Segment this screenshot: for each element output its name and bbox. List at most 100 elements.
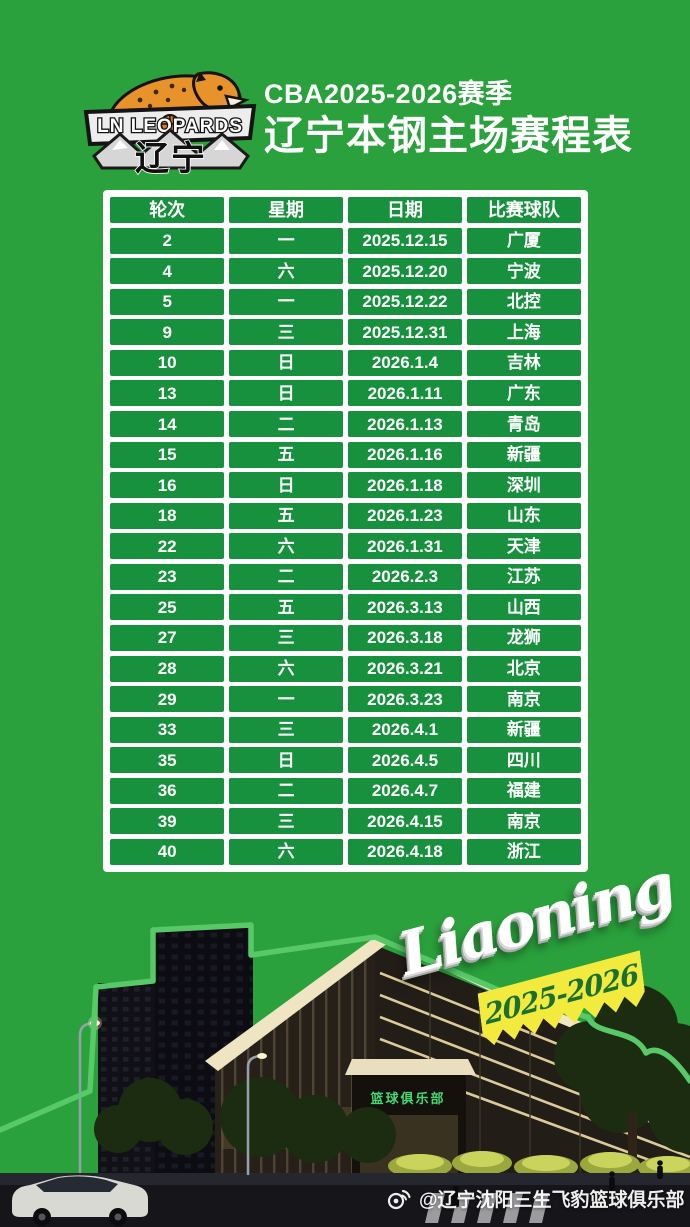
table-cell: 2026.1.18 <box>347 472 463 499</box>
table-cell: 一 <box>228 227 344 254</box>
table-row: 13 日 2026.1.11 广东 <box>110 380 581 407</box>
table-row: 33 三 2026.4.1 新疆 <box>110 716 581 743</box>
table-row: 9 三 2025.12.31 上海 <box>110 319 581 346</box>
table-cell: 2 <box>110 227 225 254</box>
table-cell: 北控 <box>466 288 581 315</box>
table-cell: 15 <box>110 441 225 468</box>
table-row: 18 五 2026.1.23 山东 <box>110 502 581 529</box>
table-cell: 一 <box>228 686 344 713</box>
table-cell: 日 <box>228 472 344 499</box>
table-cell: 4 <box>110 258 225 285</box>
table-cell: 28 <box>110 655 225 682</box>
table-cell: 2026.1.4 <box>347 349 463 376</box>
table-cell: 2026.4.15 <box>347 808 463 835</box>
table-row: 16 日 2026.1.18 深圳 <box>110 472 581 499</box>
table-row: 4 六 2025.12.20 宁波 <box>110 258 581 285</box>
watermark-text: @辽宁沈阳三生飞豹篮球俱乐部 <box>419 1190 685 1211</box>
table-cell: 10 <box>110 349 225 376</box>
table-cell: 35 <box>110 747 225 774</box>
table-row: 36 二 2026.4.7 福建 <box>110 777 581 804</box>
table-cell: 2026.2.3 <box>347 563 463 590</box>
table-row: 27 三 2026.3.18 龙狮 <box>110 624 581 652</box>
table-row: 2 一 2025.12.15 广厦 <box>110 227 581 254</box>
table-cell: 18 <box>110 502 225 529</box>
table-cell: 六 <box>228 533 344 560</box>
table-cell: 一 <box>228 288 344 315</box>
table-cell: 2026.3.13 <box>347 594 463 621</box>
table-cell: 三 <box>228 808 344 835</box>
weibo-icon <box>387 1189 411 1209</box>
table-row: 15 五 2026.1.16 新疆 <box>110 441 581 468</box>
table-cell: 六 <box>228 655 344 682</box>
table-cell: 广东 <box>466 380 581 407</box>
table-cell: 22 <box>110 533 225 560</box>
crosswalk <box>425 1193 549 1223</box>
sidewalk <box>0 1173 690 1187</box>
table-cell: 六 <box>228 838 344 865</box>
team-name-cn: 辽宁 <box>135 139 207 179</box>
team-name-en: LN LEOPARDS <box>97 116 243 137</box>
table-cell: 福建 <box>466 777 581 804</box>
table-cell: 四川 <box>466 747 581 774</box>
pedestrians <box>452 1160 663 1207</box>
table-cell: 新疆 <box>466 441 581 468</box>
table-row: 25 五 2026.3.13 山西 <box>110 594 581 621</box>
table-cell: 天津 <box>466 533 581 560</box>
table-cell: 2026.1.11 <box>347 380 463 407</box>
table-row: 35 日 2026.4.5 四川 <box>110 747 581 774</box>
table-cell: 23 <box>110 563 225 590</box>
table-cell: 2025.12.31 <box>347 319 463 346</box>
table-cell: 南京 <box>466 808 581 835</box>
table-cell: 二 <box>228 777 344 804</box>
table-row: 28 六 2026.3.21 北京 <box>110 655 581 682</box>
entrance-neon-sign: 篮球俱乐部 <box>369 1091 445 1106</box>
table-cell: 宁波 <box>466 258 581 285</box>
table-cell: 北京 <box>466 655 581 682</box>
table-cell: 2026.4.18 <box>347 838 463 865</box>
table-cell: 40 <box>110 838 225 865</box>
table-cell: 浙江 <box>466 838 581 865</box>
table-cell: 吉林 <box>466 349 581 376</box>
table-cell: 2025.12.22 <box>347 288 463 315</box>
table-cell: 2026.1.31 <box>347 533 463 560</box>
column-header: 星期 <box>228 197 344 224</box>
table-cell: 三 <box>228 624 344 652</box>
table-cell: 16 <box>110 472 225 499</box>
table-cell: 深圳 <box>466 472 581 499</box>
column-header: 日期 <box>347 197 463 224</box>
table-cell: 三 <box>228 716 344 743</box>
table-cell: 2025.12.20 <box>347 258 463 285</box>
table-cell: 2026.3.23 <box>347 686 463 713</box>
table-cell: 日 <box>228 349 344 376</box>
trees <box>94 985 690 1163</box>
table-row: 39 三 2026.4.15 南京 <box>110 808 581 835</box>
table-cell: 日 <box>228 747 344 774</box>
table-cell: 13 <box>110 380 225 407</box>
table-row: 10 日 2026.1.4 吉林 <box>110 349 581 376</box>
table-cell: 27 <box>110 624 225 652</box>
table-cell: 广厦 <box>466 227 581 254</box>
schedule-grid: 轮次 星期 日期 比赛球队 2 一 2025.12.15 广厦 4 六 2025.12.20 宁波 5 一… <box>110 197 581 865</box>
table-row: 40 六 2026.4.18 浙江 <box>110 838 581 865</box>
table-cell: 2026.3.18 <box>347 624 463 652</box>
table-cell: 日 <box>228 380 344 407</box>
table-cell: 39 <box>110 808 225 835</box>
team-logo: LN LEOPARDS 辽宁 <box>83 71 257 180</box>
table-cell: 江苏 <box>466 563 581 590</box>
table-cell: 三 <box>228 319 344 346</box>
sticker-outline <box>0 922 690 1133</box>
table-row: 14 二 2026.1.13 青岛 <box>110 410 581 438</box>
table-cell: 2026.1.16 <box>347 441 463 468</box>
table-cell: 二 <box>228 410 344 438</box>
page-title: 辽宁本钢主场赛程表 <box>264 113 633 158</box>
table-cell: 南京 <box>466 686 581 713</box>
schedule-table: 轮次 星期 日期 比赛球队 2 一 2025.12.15 广厦 4 六 2025.12.20 宁波 5 一… <box>103 190 588 872</box>
table-cell: 山西 <box>466 594 581 621</box>
table-cell: 9 <box>110 319 225 346</box>
table-cell: 33 <box>110 716 225 743</box>
table-cell: 2026.3.21 <box>347 655 463 682</box>
poster-header: CBA2025-2026赛季 辽宁本钢主场赛程表 <box>264 79 633 159</box>
table-cell: 25 <box>110 594 225 621</box>
table-cell: 五 <box>228 441 344 468</box>
table-cell: 五 <box>228 594 344 621</box>
